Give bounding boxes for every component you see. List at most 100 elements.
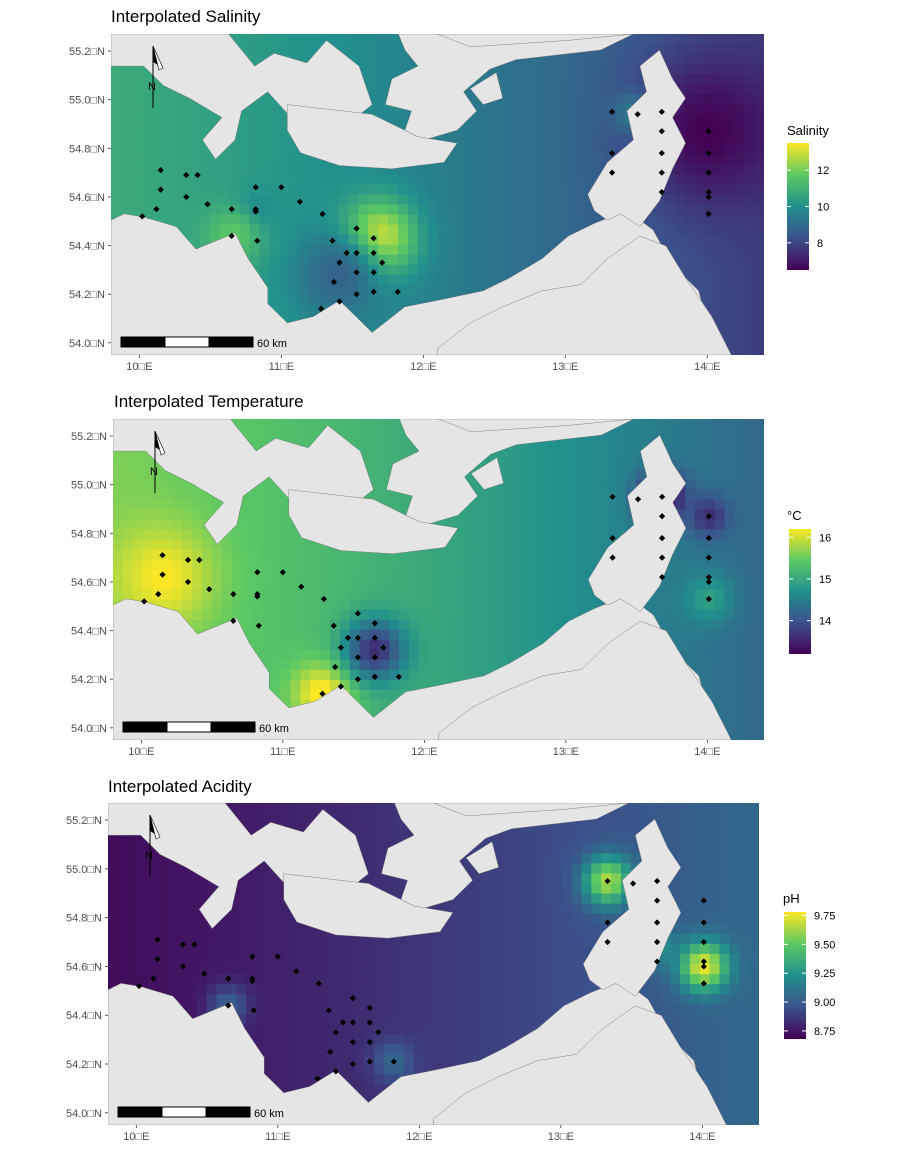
station-point [157,186,164,193]
land-area [433,803,629,817]
station-point [390,1058,397,1065]
y-tick-label: 54.4□N [69,241,105,253]
legend-tick-label: 9.50 [814,939,835,951]
station-point [366,1004,373,1012]
legend-tick-label: 8 [817,238,823,250]
station-point [371,654,378,661]
legend-tick-label: 12 [817,165,829,177]
land-mask [111,34,732,355]
scale-bar: 60 km [122,721,289,735]
station-point [353,291,360,298]
land-area [469,72,504,105]
station-point [153,205,160,213]
land-area [108,803,369,929]
y-tick-label: 54.4□N [66,1010,102,1022]
station-point [705,535,712,542]
x-tick-label: 14□E [694,361,720,373]
legend-salinity: Salinity 12 10 8 [787,123,829,270]
station-point [228,205,235,213]
station-point [204,201,211,208]
station-point [653,958,661,965]
legend-title-salinity: Salinity [787,123,829,138]
station-point [609,535,616,542]
station-point [230,617,237,624]
scale-bar-label: 60 km [259,723,289,735]
station-point [653,919,661,926]
station-point [353,269,360,276]
station-point [705,578,712,586]
legend-tick-label: 14 [819,616,831,628]
station-point [370,288,377,295]
x-tick-label: 11□E [265,1131,290,1143]
north-arrow-icon: N [145,814,161,877]
legend-colorbar [787,143,809,270]
x-tick-label: 14□E [689,1131,715,1143]
panel-salinity: Interpolated Salinity N 60 km 10□E 11□E 12□E… [69,7,829,373]
station-point [330,278,337,286]
north-label: N [148,81,156,93]
x-tick-label: 13□E [548,1131,574,1143]
x-tick-label: 12□E [410,361,436,373]
station-point [609,493,616,500]
land-area [433,1005,727,1125]
panel-title-temperature: Interpolated Temperature [114,392,304,411]
y-tick-label: 54.0□N [71,723,107,735]
station-point [252,208,259,215]
station-point [700,963,707,970]
x-tick-label: 11□E [270,746,295,758]
land-mask [108,803,727,1125]
legend-title-temperature: °C [787,508,802,523]
legend-tick-label: 8.75 [814,1026,835,1038]
station-point [354,610,361,617]
station-point [705,554,712,561]
land-area [111,34,373,160]
station-point [252,184,259,191]
map-acidity: N 60 km 10□E 11□E 12□E 13□E 14□E 55.2□N 55.0□N 54… [66,803,759,1143]
station-point [705,513,712,520]
north-label: N [145,850,153,862]
station-point [604,877,611,885]
station-point [337,683,344,690]
legend-tick-label: 9.25 [814,968,835,980]
x-tick-label: 10□E [128,746,154,758]
y-tick-label: 54.8□N [66,913,102,925]
x-tick-label: 12□E [406,1131,432,1143]
land-mask [113,419,732,740]
station-point [228,232,235,239]
x-tick-label: 12□E [411,746,437,758]
station-point [371,634,378,641]
panel-acidity: Interpolated Acidity N 60 km 10□E 11□E 12□E 1… [66,777,835,1143]
y-tick-label: 54.2□N [69,289,105,301]
land-area [438,419,634,433]
station-point [255,622,262,629]
station-point [183,171,190,179]
panel-title-salinity: Interpolated Salinity [111,7,261,26]
station-point [336,259,343,266]
legend-tick-label: 9.75 [814,910,835,922]
land-area [385,34,634,141]
station-point [658,493,666,500]
legend-tick-label: 15 [819,574,831,586]
y-tick-label: 55.0□N [66,864,102,876]
station-point [609,554,616,561]
station-point [344,634,352,641]
station-point [354,676,361,683]
y-tick-label: 54.6□N [69,192,105,204]
y-tick-label: 54.2□N [66,1059,102,1071]
legend-colorbar [784,912,806,1039]
north-label: N [150,466,158,478]
station-point [194,171,201,179]
station-point [379,259,386,266]
station-point [658,554,666,561]
land-area [113,419,374,545]
legend-tick-label: 10 [817,202,829,214]
station-point [604,938,611,946]
north-arrow-icon: N [150,430,166,493]
y-tick-label: 54.6□N [66,961,102,973]
y-tick-label: 54.2□N [71,674,107,686]
land-area [437,34,634,48]
station-point [705,573,712,581]
x-tick-label: 10□E [126,361,152,373]
y-tick-label: 54.8□N [71,528,107,540]
